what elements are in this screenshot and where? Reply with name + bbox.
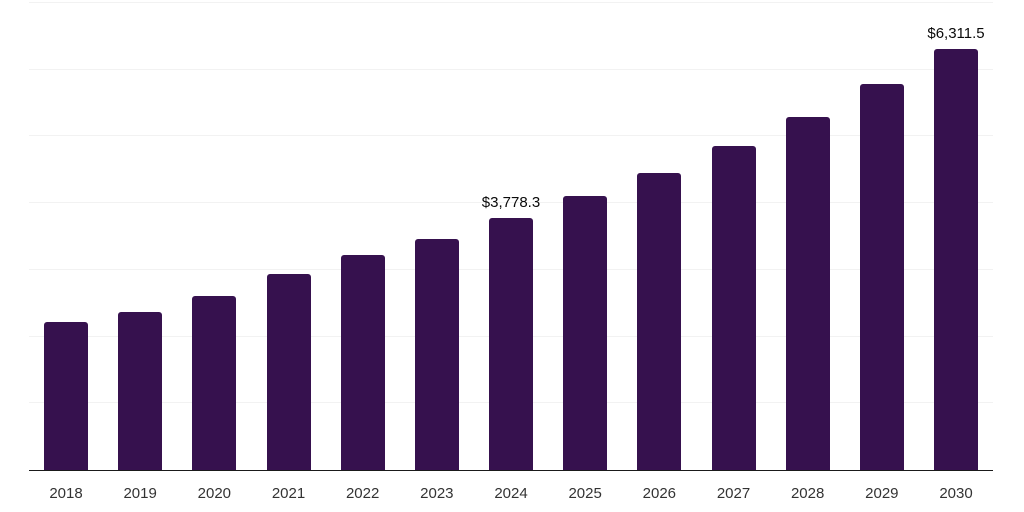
- x-axis-line: [29, 470, 993, 471]
- bar-value-label-2030: $6,311.5: [927, 24, 985, 42]
- x-tick-label-2030: 2030: [939, 485, 973, 502]
- bar-2019[interactable]: [118, 311, 163, 470]
- x-tick-label-2024: 2024: [494, 485, 528, 502]
- x-tick-label-2018: 2018: [49, 485, 83, 502]
- x-tick-label-2022: 2022: [345, 485, 380, 502]
- gridline-6000: [29, 68, 993, 70]
- bar-2023[interactable]: [414, 238, 459, 470]
- bar-2026[interactable]: [637, 173, 682, 470]
- bar-value-label-2024: $3,778.3: [481, 193, 541, 211]
- bar-2024[interactable]: [489, 217, 533, 470]
- x-tick-label-2019: 2019: [123, 485, 157, 502]
- bar-2029[interactable]: [859, 83, 904, 470]
- bar-2018[interactable]: [44, 321, 88, 470]
- x-tick-label-2025: 2025: [568, 485, 602, 502]
- bar-2028[interactable]: [785, 116, 830, 470]
- gridline-5000: [29, 135, 993, 137]
- x-tick-label-2026: 2026: [642, 485, 677, 502]
- x-tick-label-2021: 2021: [271, 485, 306, 502]
- x-tick-label-2027: 2027: [716, 485, 751, 502]
- bar-2025[interactable]: [563, 195, 608, 470]
- gridline-4000: [29, 202, 993, 204]
- x-tick-label-2023: 2023: [420, 485, 454, 502]
- gridline-7000: [29, 2, 993, 3]
- bar-2022[interactable]: [340, 254, 385, 470]
- x-tick-label-2029: 2029: [865, 485, 899, 502]
- x-tick-label-2028: 2028: [790, 485, 825, 502]
- bar-2030[interactable]: [934, 48, 978, 470]
- bar-2021[interactable]: [266, 273, 311, 470]
- plot-area: $3,778.3 $6,311.5: [29, 2, 993, 470]
- bar-2027[interactable]: [711, 145, 756, 470]
- x-tick-label-2020: 2020: [197, 485, 232, 502]
- bar-2020[interactable]: [192, 295, 237, 470]
